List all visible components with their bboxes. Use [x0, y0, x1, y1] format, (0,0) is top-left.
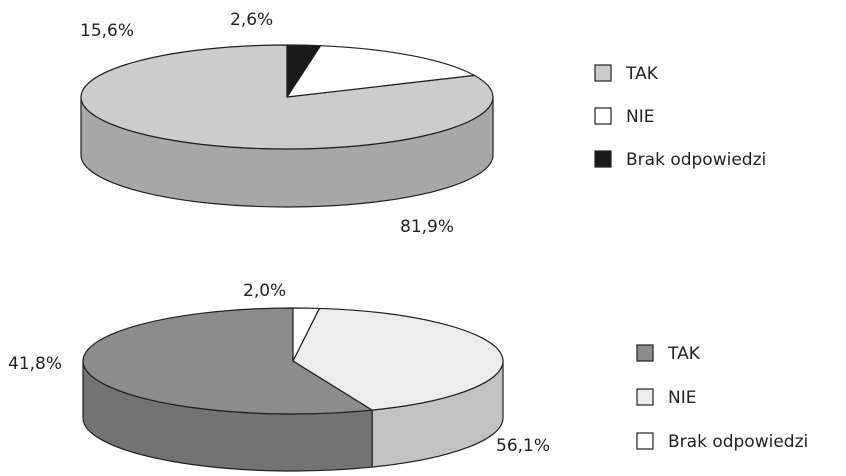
legend-label-tak: TAK: [625, 64, 659, 84]
data-label-nie: 41,8%: [8, 354, 62, 374]
data-label-brak-odpowiedzi: 2,0%: [243, 281, 286, 301]
chart-1: 81,9% 15,6% 2,6% TAK NIE Brak odpowiedzi: [80, 10, 766, 237]
legend-label-brak-odpowiedzi: Brak odpowiedzi: [626, 150, 766, 170]
legend-swatch-tak: [636, 344, 654, 362]
legend-swatch-nie: [594, 107, 612, 125]
data-label-nie: 15,6%: [80, 21, 134, 41]
data-label-tak: 56,1%: [496, 436, 550, 456]
legend: TAK NIE Brak odpowiedzi: [594, 64, 766, 170]
legend-label-brak-odpowiedzi: Brak odpowiedzi: [668, 432, 808, 452]
pie-slice-brak-odpowiedzi: [286, 44, 322, 98]
legend-swatch-nie: [636, 388, 654, 406]
pie-slice-nie: [286, 45, 475, 98]
chart-2: 56,1% 41,8% 2,0% TAK NIE Brak odpowiedzi: [8, 281, 808, 472]
pie-slice-nie: [292, 307, 504, 411]
legend: TAK NIE Brak odpowiedzi: [636, 344, 808, 452]
pie-slice-brak-odpowiedzi: [292, 307, 320, 362]
legend-swatch-brak-odpowiedzi: [594, 150, 612, 168]
legend-label-nie: NIE: [626, 107, 654, 127]
data-label-tak: 81,9%: [400, 217, 454, 237]
pie-slice-tak: [82, 307, 373, 415]
legend-swatch-brak-odpowiedzi: [636, 432, 654, 450]
legend-label-nie: NIE: [668, 388, 696, 408]
data-label-brak-odpowiedzi: 2,6%: [230, 10, 273, 30]
legend-label-tak: TAK: [667, 344, 701, 364]
legend-swatch-tak: [594, 64, 612, 82]
